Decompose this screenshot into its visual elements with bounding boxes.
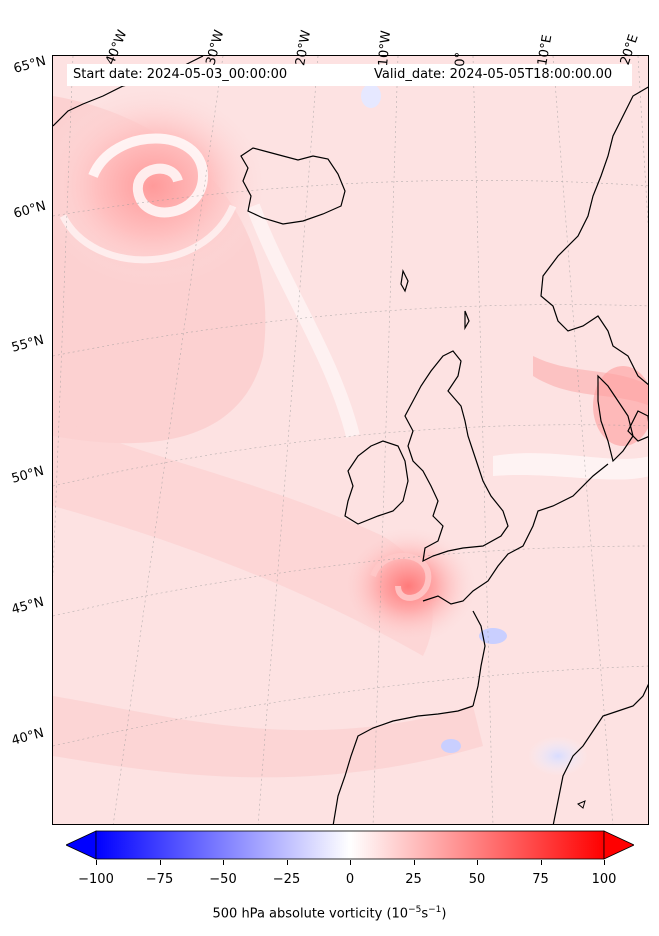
vorticity-map [53, 56, 648, 824]
negative-vorticity [528, 736, 588, 776]
colorbar-tick-mark [350, 860, 351, 865]
colorbar-tick-label: 75 [532, 872, 549, 887]
swirl-arm [88, 133, 209, 218]
colorbar-tick-mark [413, 860, 415, 865]
lat-label: 60°N [12, 198, 48, 222]
colorbar-tick-mark [223, 860, 224, 865]
coastline-denmark [597, 374, 634, 463]
swirl-arm [59, 204, 237, 264]
coastline-orkney [464, 310, 470, 331]
low-vorticity-streak [246, 203, 360, 438]
lat-label: 55°N [10, 332, 46, 356]
colorbar-tick-label: −75 [145, 872, 174, 887]
map-panel [52, 55, 649, 825]
colorbar-tick-mark [540, 860, 542, 865]
coastline-iberia [332, 705, 474, 824]
vorticity-band [53, 416, 433, 656]
start-date-label: Start date: 2024-05-03_00:00:00 [73, 67, 288, 82]
coastline-ireland [344, 440, 409, 525]
lon-label: 10°W [376, 29, 395, 67]
lat-label: 45°N [10, 594, 46, 618]
swirl-arm [370, 552, 432, 601]
lat-label: 65°N [12, 53, 48, 77]
negative-vorticity [441, 739, 461, 753]
lat-label: 50°N [10, 463, 46, 487]
colorbar-tick-label: −25 [272, 872, 301, 887]
coastline-sweden [627, 410, 648, 442]
colorbar-tick-mark [604, 860, 605, 865]
colorbar-tick-mark [477, 860, 478, 865]
colorbar-tick-label: 25 [405, 872, 422, 887]
coastline-france-west [472, 610, 486, 707]
coastline-shetland [400, 269, 409, 293]
vorticity-maximum [338, 526, 478, 646]
coastline-mediterranean [552, 683, 648, 824]
negative-vorticity [361, 84, 381, 108]
colorbar-tick-mark [159, 860, 161, 865]
coastline-great-britain [404, 350, 509, 563]
colorbar-title: 500 hPa absolute vorticity (10−5s−1) [212, 905, 447, 922]
colorbar-extend-max [603, 830, 634, 860]
vorticity-band [493, 453, 648, 480]
colorbar-tick-mark [286, 860, 288, 865]
negative-vorticity [479, 628, 507, 644]
coastline-iceland [240, 147, 346, 225]
coastline-island [577, 800, 586, 809]
colorbar-extend-min [66, 830, 97, 860]
coastline-france-north [422, 463, 609, 605]
colorbar-tick-mark [96, 860, 97, 865]
colorbar [66, 830, 634, 860]
colorbar-tick-label: 100 [591, 872, 617, 887]
graticule [53, 56, 648, 824]
info-bar [67, 64, 632, 86]
valid-date-label: Valid_date: 2024-05-05T18:00:00.00 [374, 67, 613, 82]
colorbar-tick-label: 50 [468, 872, 486, 887]
coastline-norway [540, 86, 648, 386]
colorbar-tick-label: 0 [345, 872, 355, 887]
vorticity-maximum [593, 366, 648, 446]
colorbar-tick-label: −100 [78, 872, 114, 887]
colorbar-tick-label: −50 [209, 872, 237, 887]
lat-label: 40°N [10, 725, 46, 749]
lon-label: 0° [453, 51, 469, 67]
colorbar-gradient [95, 830, 605, 860]
